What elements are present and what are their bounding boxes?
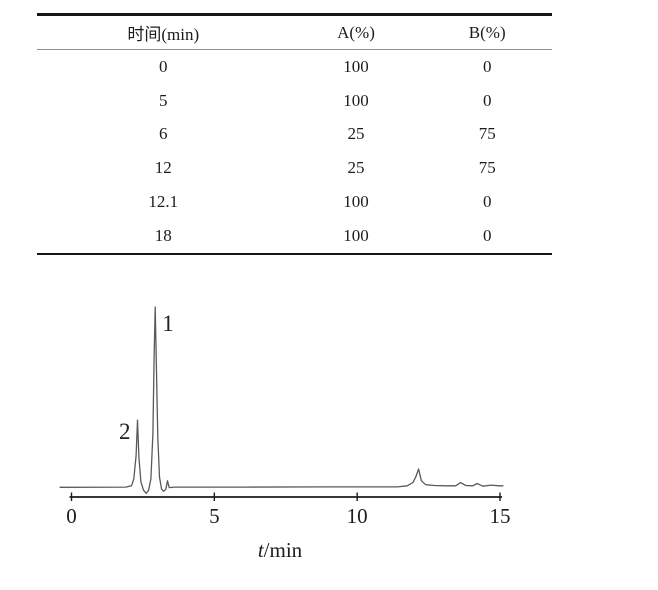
chromatogram-trace — [59, 306, 504, 495]
chromatogram-svg: 0 5 10 15 t/min 1 2 — [59, 306, 511, 562]
x-tick-label: 5 — [209, 504, 220, 528]
table-cell: 25 — [347, 158, 365, 178]
table-row: 6 25 75 — [37, 118, 552, 152]
table-cell: 5 — [159, 90, 168, 110]
x-tick-label: 15 — [490, 504, 511, 528]
chromatogram: 0 5 10 15 t/min 1 2 — [0, 280, 658, 590]
table-cell: 75 — [478, 124, 496, 144]
table-cell: 100 — [343, 90, 369, 110]
table-cell: 12.1 — [148, 192, 179, 212]
column-header-time: 时间(min) — [37, 14, 290, 50]
x-tick-label: 0 — [66, 504, 77, 528]
table-row: 18 100 0 — [37, 219, 552, 254]
table-cell: 18 — [154, 225, 172, 245]
table-cell: 6 — [159, 124, 168, 144]
table-cell: 12 — [154, 158, 172, 178]
table-row: 12.1 100 0 — [37, 185, 552, 219]
table-cell: 0 — [159, 56, 168, 76]
table-row: 5 100 0 — [37, 84, 552, 118]
column-header-a-percent: A(%) — [289, 14, 423, 50]
table-cell: 100 — [343, 56, 369, 76]
table-cell: 0 — [482, 225, 492, 245]
table-cell: 100 — [343, 225, 369, 245]
peak-label-2: 2 — [119, 419, 131, 444]
peak-label-1: 1 — [162, 311, 174, 336]
table-cell: 100 — [343, 192, 369, 212]
table-cell: 0 — [482, 56, 492, 76]
table-header: 时间(min) A(%) B(%) — [37, 14, 552, 50]
table-row: 0 100 0 — [37, 50, 552, 84]
table-cell: 25 — [347, 124, 365, 144]
gradient-elution-table: 时间(min) A(%) B(%) 0 100 0 5 100 0 6 25 75 12 25 75 1… — [37, 13, 552, 255]
x-tick-label: 10 — [347, 504, 368, 528]
table-cell: 0 — [482, 90, 492, 110]
x-axis-label: t/min — [258, 538, 303, 562]
table-cell: 75 — [478, 158, 496, 178]
table-body: 0 100 0 5 100 0 6 25 75 12 25 75 12.1 100 0 18 100 0 — [37, 50, 552, 254]
table-row: 12 25 75 — [37, 151, 552, 185]
table-header-row: 时间(min) A(%) B(%) — [37, 14, 552, 50]
column-header-b-percent: B(%) — [422, 14, 552, 50]
table-cell: 0 — [482, 192, 492, 212]
